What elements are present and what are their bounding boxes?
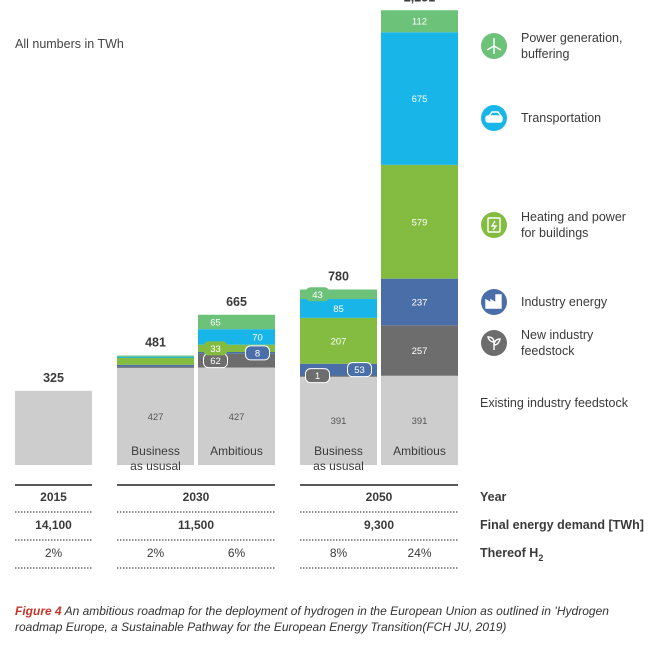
table-row-label: Final energy demand [TWh] [480,518,644,532]
table-cell: 2030 [183,490,210,504]
legend-label-heating: for buildings [521,226,588,240]
bar-segment-2050-bau-transport [300,299,377,318]
value-badge-2030-amb-industry_energy [245,345,270,361]
value-label-2030-amb-heating: 33 [210,344,221,355]
legend-label-new_feedstock: feedstock [521,344,575,358]
value-label-2050-amb-power: 112 [412,17,427,28]
bar-segment-2030-bau-industry_energy [117,364,194,367]
legend-label-power: buffering [521,47,569,61]
bar-segment-2030-bau-existing [117,367,194,465]
value-label-2050-bau-power: 43 [312,290,323,301]
bar-segment-2030-amb-industry_energy [198,351,275,354]
bar-segment-2050-amb-existing [381,375,458,465]
value-badge-2050-bau-new_feedstock [305,368,330,384]
table-cell: 2050 [366,490,393,504]
category-label-2030-bau: Business [131,444,180,458]
bar-segment-2050-bau-new_feedstock [300,375,377,377]
table-cell: 24% [407,546,431,560]
bar-segment-2050-amb-new_feedstock [381,325,458,376]
table-cell: 11,500 [178,518,214,532]
table-row-label: Thereof H2 [480,546,543,563]
category-label-2030-bau: as ususal [130,459,181,473]
category-label-2050-bau: as ususal [313,459,364,473]
legend-label-new_feedstock: New industry [521,328,594,342]
bar-segment-2050-bau-power [300,289,377,300]
value-label-2050-amb-industry_energy: 237 [412,297,428,308]
bar-segment-2050-amb-industry_energy [381,278,458,326]
table-cell: 14,100 [35,518,72,532]
table-row-label: Year [480,490,507,504]
table-cell: 2% [45,546,63,560]
bar-segment-2050-amb-power [381,10,458,33]
building-power-icon [481,212,507,238]
bar-total-2030-amb: 665 [226,295,247,309]
value-label-2030-amb-industry_energy: 8 [255,348,260,359]
value-label-2030-amb-new_feedstock: 62 [210,356,221,367]
value-label-2030-amb-power: 65 [210,317,221,328]
value-badge-2030-amb-power [203,314,228,329]
category-label-2050-bau: Business [314,444,363,458]
value-label-2050-bau-industry_energy: 53 [354,365,365,376]
bar-segment-2050-amb-transport [381,32,458,165]
bar-segment-2050-amb-heating [381,164,458,279]
figure-caption-text: An ambitious roadmap for the deployment … [15,604,609,634]
value-label-2050-amb-transport: 675 [412,94,428,105]
bar-total-2015: 325 [43,371,64,385]
bar-segment-2030-amb-existing [198,367,275,465]
legend-label-power: Power generation, [521,31,622,45]
bar-segment-2050-bau-existing [300,375,377,465]
legend-label-existing: Existing industry feedstock [480,396,629,410]
value-badge-2030-amb-transport [245,329,270,344]
bar-segment-2030-bau-transport [117,356,194,358]
bar-segment-2015-existing [15,390,92,465]
legend-label-transport: Transportation [521,111,601,125]
table-cell: 2% [147,546,165,560]
bar-segment-2030-bau-heating [117,357,194,365]
bar-segment-2030-amb-heating [198,344,275,352]
bar-segment-2050-bau-heating [300,317,377,364]
category-label-2050-amb: Ambitious [393,444,446,458]
value-label-2050-bau-transport: 85 [333,304,344,315]
value-badge-2050-bau-industry_energy [347,362,372,378]
value-badge-2050-bau-power [305,287,330,302]
legend-label-heating: Heating and power [521,210,626,224]
figure-label: Figure 4 [15,604,62,618]
bar-total-2030-bau: 481 [145,336,166,350]
value-label-2030-bau-existing: 427 [148,412,164,423]
value-label-2050-amb-new_feedstock: 257 [412,346,428,357]
value-label-2050-bau-new_feedstock: 1 [315,371,320,382]
value-label-2050-amb-heating: 579 [412,217,428,228]
table-cell: 9,300 [364,518,394,532]
table-cell: 6% [228,546,246,560]
bar-total-2050-amb: 2,251 [404,0,435,4]
figure-caption: Figure 4 An ambitious roadmap for the de… [15,603,645,635]
value-label-2050-bau-heating: 207 [331,336,347,347]
bar-segment-2030-bau-power [117,355,194,357]
legend-label-industry_energy: Industry energy [521,295,608,309]
category-label-2030-amb: Ambitious [210,444,263,458]
value-label-2050-bau-existing: 391 [331,416,347,427]
table-cell: 8% [330,546,348,560]
value-label-2050-amb-existing: 391 [412,416,428,427]
bar-segment-2050-bau-industry_energy [300,363,377,376]
value-label-2030-amb-existing: 427 [229,412,245,423]
value-badge-2030-amb-heating [203,341,228,356]
units-note: All numbers in TWh [15,37,124,51]
bar-segment-2030-bau-new_feedstock [117,366,194,368]
value-label-2030-amb-transport: 70 [252,332,263,343]
bar-total-2050-bau: 780 [328,269,349,283]
table-cell: 2015 [40,490,67,504]
